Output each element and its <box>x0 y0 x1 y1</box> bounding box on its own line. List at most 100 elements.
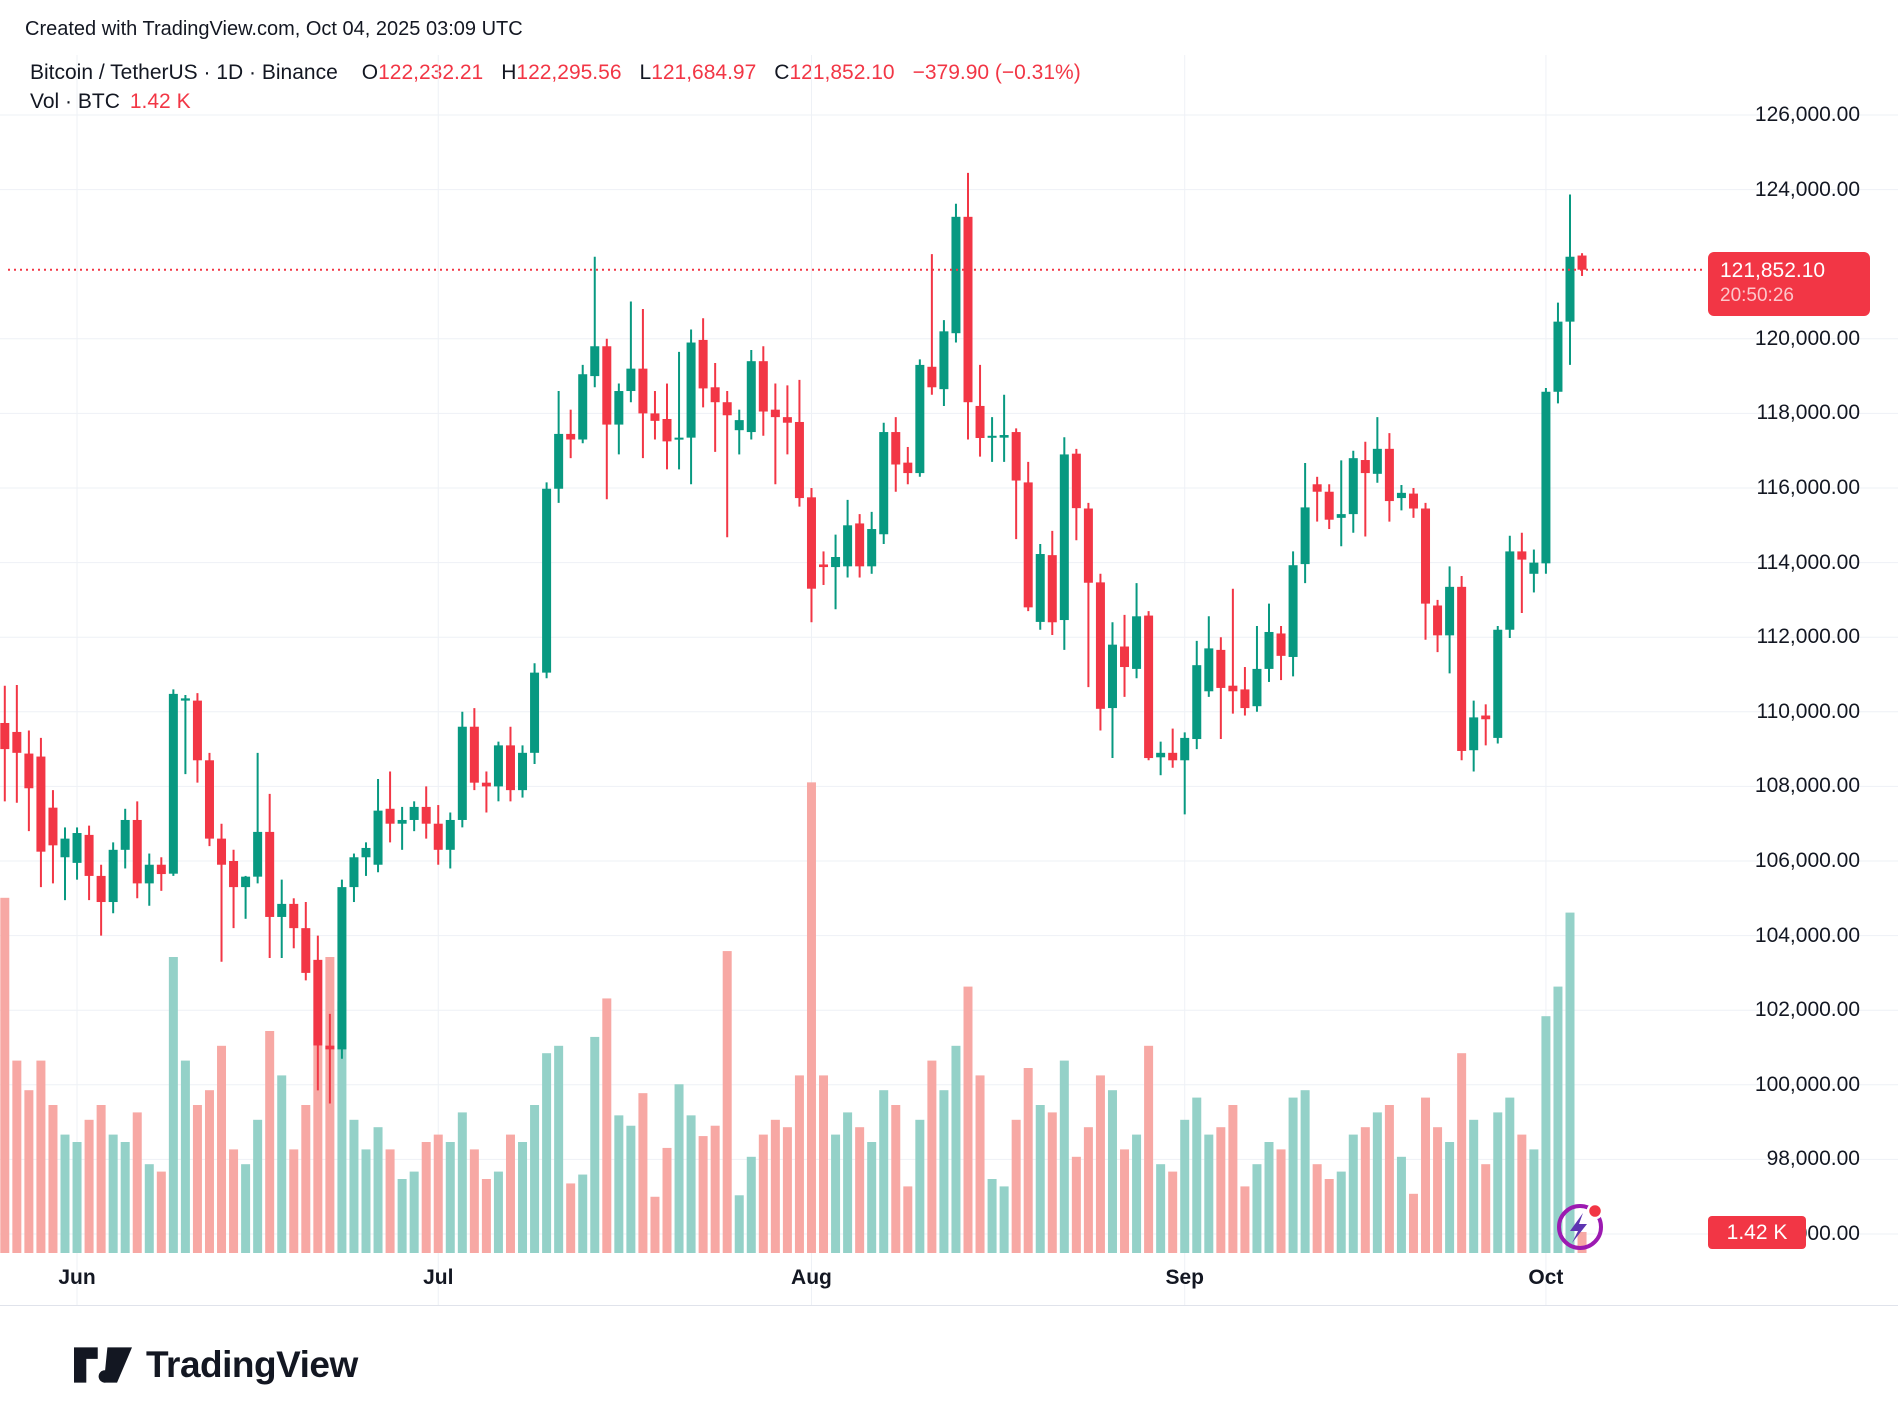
candle-body <box>566 433 576 440</box>
candle-body <box>337 887 347 1050</box>
volume-bar <box>1541 1016 1551 1253</box>
candle-body <box>1553 321 1563 392</box>
volume-bar <box>12 1060 22 1253</box>
volume-bar <box>650 1196 660 1253</box>
volume-bar <box>867 1142 877 1253</box>
volume-bar <box>289 1149 299 1253</box>
volume-bar <box>518 1142 528 1253</box>
candle-body <box>1156 752 1166 758</box>
candle-body <box>204 760 214 839</box>
volume-bar <box>168 957 178 1253</box>
tradingview-logo[interactable]: TradingView <box>74 1344 358 1386</box>
candle-body <box>60 838 70 858</box>
candle-body <box>1192 665 1202 740</box>
candle-body <box>481 782 491 787</box>
price-axis-label: 102,000.00 <box>1754 998 1860 1022</box>
volume-bar <box>951 1045 961 1253</box>
volume-bar <box>361 1149 371 1253</box>
volume-bar <box>1421 1097 1431 1253</box>
volume-bar <box>1288 1097 1298 1253</box>
volume-bar <box>325 957 335 1253</box>
volume-bar <box>505 1134 515 1253</box>
candle-body <box>469 726 479 783</box>
candle-body <box>542 488 552 673</box>
volume-legend: Vol · BTC 1.42 K <box>30 90 191 114</box>
volume-bar <box>108 1134 118 1253</box>
volume-bar <box>1312 1164 1322 1253</box>
candle-body <box>638 368 648 414</box>
volume-bar <box>1360 1127 1370 1253</box>
volume-bar <box>1577 1231 1587 1253</box>
volume-bar <box>469 1149 479 1253</box>
candle-body <box>1011 432 1021 481</box>
volume-bar <box>1107 1090 1117 1253</box>
volume-bar <box>843 1112 853 1253</box>
candle-body <box>241 876 251 888</box>
candle-body <box>963 216 973 403</box>
candle-body <box>180 698 190 701</box>
candle-body <box>277 903 287 917</box>
candle-body <box>156 864 166 875</box>
volume-bar <box>1529 1149 1539 1253</box>
volume-bar <box>313 1045 323 1253</box>
candle-body <box>289 903 299 929</box>
volume-bar <box>770 1119 780 1253</box>
candle-body <box>1180 737 1190 761</box>
candle-body <box>409 806 419 820</box>
volume-bar <box>987 1179 997 1253</box>
candle-body <box>1457 586 1467 751</box>
candle-body <box>1336 514 1346 518</box>
volume-bar <box>1180 1119 1190 1253</box>
volume-bar <box>1168 1171 1178 1253</box>
candle-body <box>1095 582 1105 709</box>
chart-pane-drag-surface[interactable] <box>0 55 1706 1305</box>
candle-body <box>505 745 515 791</box>
candle-body <box>1023 482 1033 608</box>
volume-bar <box>445 1142 455 1253</box>
volume-bar <box>217 1045 227 1253</box>
volume-bar <box>24 1090 34 1253</box>
volume-bar <box>1348 1134 1358 1253</box>
candle-body <box>530 672 540 753</box>
volume-bar <box>301 1105 311 1253</box>
volume-bar <box>915 1119 925 1253</box>
volume-bar <box>1372 1112 1382 1253</box>
volume-bar <box>1324 1179 1334 1253</box>
candle-body <box>1384 448 1394 502</box>
candle-body <box>1228 685 1238 692</box>
candle-body <box>192 700 202 761</box>
volume-bar <box>1228 1105 1238 1253</box>
volume-bar <box>530 1105 540 1253</box>
candle-body <box>1120 646 1130 668</box>
candle-body <box>1059 454 1069 621</box>
volume-bar <box>638 1093 648 1253</box>
flash-watermark <box>1552 1198 1610 1261</box>
volume-bar <box>373 1127 383 1253</box>
candle-body <box>313 959 323 1046</box>
volume-bar <box>939 1090 949 1253</box>
tradingview-logo-mark-icon <box>74 1347 132 1383</box>
candle-body <box>1445 586 1455 636</box>
volume-bar <box>686 1115 696 1253</box>
price-axis-label: 118,000.00 <box>1756 401 1860 425</box>
candle-body <box>879 432 889 535</box>
volume-bar <box>1083 1127 1093 1253</box>
time-axis-label-jun: Jun <box>58 1266 96 1289</box>
legend-high: H122,295.56 <box>501 61 622 84</box>
candle-body <box>999 435 1009 438</box>
candle-body <box>1493 629 1503 738</box>
candle-body <box>1565 256 1575 322</box>
candle-body <box>1348 458 1358 515</box>
price-axis-label: 114,000.00 <box>1756 550 1860 574</box>
candle-body <box>24 753 34 789</box>
time-axis-label-jul: Jul <box>423 1266 454 1289</box>
price-axis-label: 110,000.00 <box>1756 699 1860 723</box>
volume-bar <box>674 1084 684 1253</box>
candle-body <box>1372 448 1382 474</box>
lightning-bolt-icon <box>1570 1213 1587 1243</box>
volume-bar <box>1204 1134 1214 1253</box>
candle-body <box>1505 551 1515 630</box>
candle-body <box>734 420 744 431</box>
